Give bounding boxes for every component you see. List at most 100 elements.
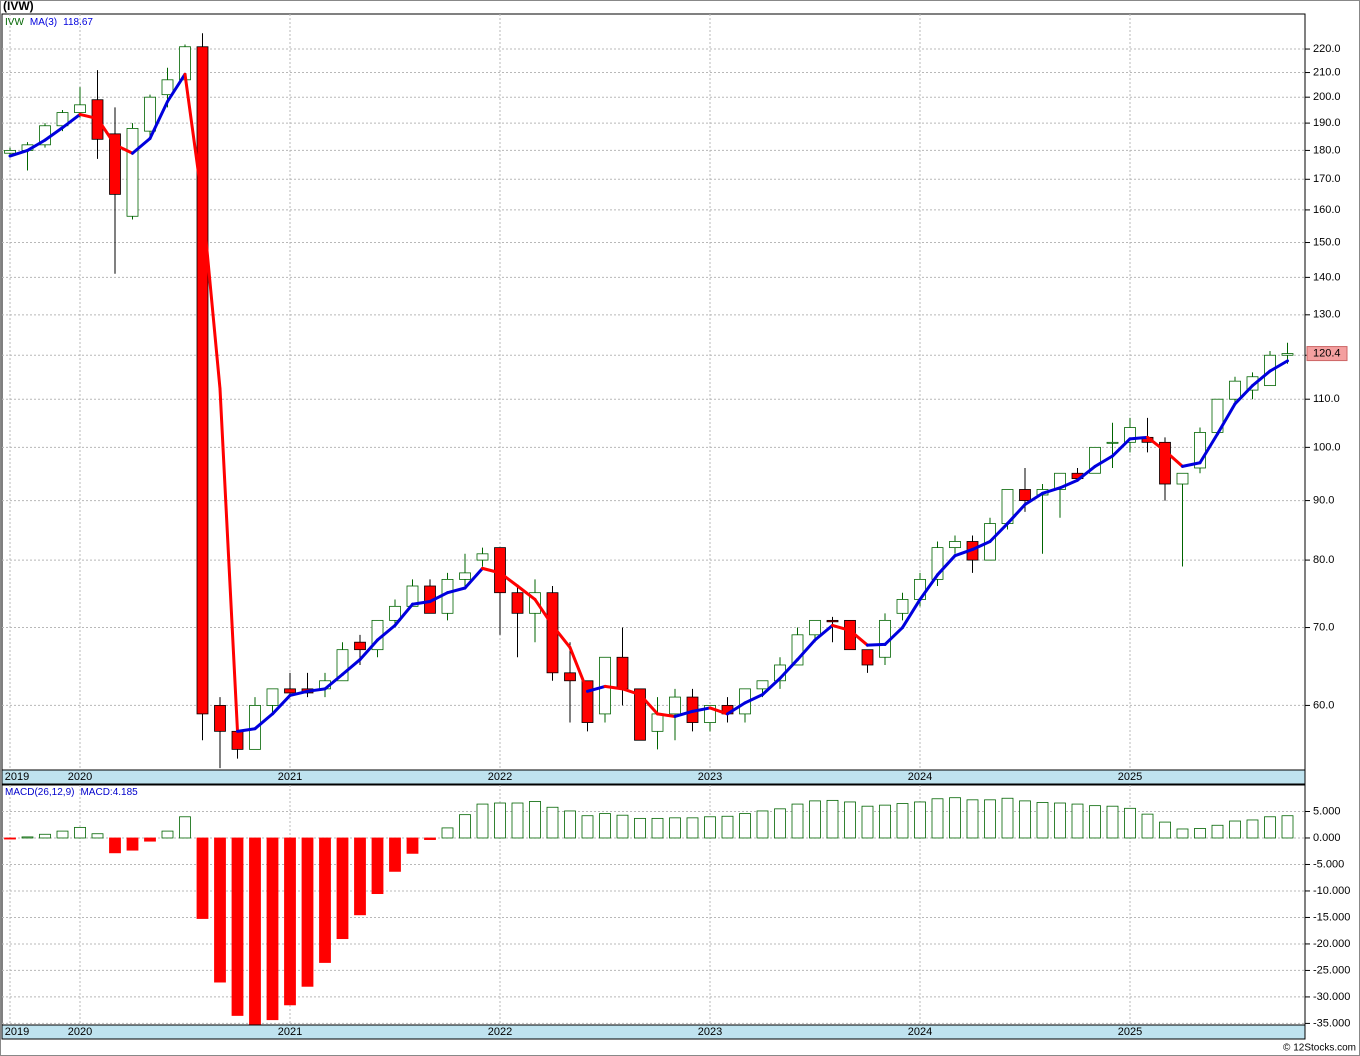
ma-line — [288, 689, 309, 697]
candle-body — [1089, 446, 1101, 474]
candle-body — [546, 592, 559, 674]
x-tick-label: 2025 — [1118, 1026, 1142, 1038]
macd-bar — [459, 814, 471, 839]
macd-bar — [441, 827, 454, 839]
macd-bar — [494, 802, 506, 839]
ma-line — [516, 584, 537, 601]
macd-bar — [861, 805, 874, 839]
macd-bar — [319, 837, 331, 963]
ma-line — [656, 712, 677, 718]
ma-line — [848, 628, 869, 647]
y-tick-label: -30.000 — [1313, 991, 1350, 1003]
y-tick-label: 160.0 — [1313, 204, 1341, 216]
candle-body — [354, 641, 366, 651]
ma-line — [463, 566, 484, 590]
ma-line — [691, 706, 712, 713]
ma-line — [183, 72, 204, 205]
ma-line — [621, 687, 642, 697]
macd-bar — [4, 837, 16, 840]
macd-bar — [564, 810, 576, 839]
macd-bar — [266, 837, 279, 1021]
candle-body — [1124, 427, 1136, 443]
y-tick-label: 220.0 — [1313, 43, 1341, 55]
candle-body — [1229, 380, 1241, 400]
macd-bar — [476, 803, 489, 839]
ma-line — [1216, 402, 1237, 436]
macd-bar — [739, 813, 751, 839]
candle-body — [826, 619, 839, 623]
ma-line — [1128, 435, 1149, 441]
ma-line — [78, 112, 99, 121]
macd-bar — [669, 817, 681, 839]
ma-line — [901, 597, 922, 630]
candle-body — [1246, 376, 1259, 391]
x-tick-label: 2024 — [908, 1026, 932, 1038]
macd-bar — [704, 816, 716, 839]
candle-body — [284, 688, 296, 694]
y-tick-label: 0.000 — [1313, 832, 1341, 844]
macd-bar — [1036, 802, 1049, 839]
ma-line — [936, 554, 957, 577]
candle-body — [511, 592, 524, 614]
macd-bar — [231, 837, 244, 1016]
candle-body — [809, 619, 821, 636]
legend-item: MA(3) — [30, 17, 57, 28]
macd-bar — [949, 797, 961, 839]
ma-line — [1181, 461, 1202, 468]
candle-body — [616, 656, 629, 690]
ma-line — [761, 676, 782, 697]
candle-body — [231, 730, 244, 750]
macd-bar — [21, 836, 34, 839]
ma-line — [708, 706, 729, 716]
ma-line — [481, 566, 502, 575]
candle-body — [704, 705, 716, 723]
macd-bar — [1176, 828, 1189, 839]
macd-bar — [424, 837, 436, 840]
macd-bar — [931, 798, 944, 839]
y-tick-label: 80.0 — [1313, 554, 1334, 566]
macd-bar — [879, 804, 891, 839]
candle-body — [1159, 441, 1171, 485]
y-tick-label: 190.0 — [1313, 117, 1341, 129]
legend-item: MACD(26,12,9) — [5, 787, 74, 798]
macd-bar — [1229, 820, 1241, 839]
ma-line — [1233, 384, 1254, 406]
x-tick-label: 2024 — [908, 771, 932, 783]
candle-body — [459, 572, 471, 580]
ma-line — [988, 522, 1009, 543]
legend-item: 4.185 — [113, 787, 138, 798]
legend-item: MACD: — [80, 787, 112, 798]
macd-bar — [39, 833, 51, 839]
ma-line — [148, 100, 169, 140]
y-tick-label: 170.0 — [1313, 173, 1341, 185]
ma-line — [306, 687, 327, 693]
y-tick-label: 110.0 — [1313, 393, 1340, 405]
macd-bar — [914, 801, 926, 839]
macd-bar — [56, 830, 69, 839]
candle-body — [756, 680, 769, 690]
candle-body — [949, 541, 961, 549]
macd-bar — [91, 833, 104, 839]
x-tick-label: 2025 — [1118, 771, 1142, 783]
macd-bar — [1264, 816, 1276, 839]
macd-bar — [336, 837, 349, 940]
macd-bar — [774, 808, 786, 839]
ma-line — [96, 117, 117, 147]
macd-bar — [301, 837, 314, 987]
y-tick-label: 180.0 — [1313, 144, 1341, 156]
y-tick-label: 90.0 — [1313, 494, 1334, 506]
macd-bar — [126, 837, 139, 851]
x-tick-label: 2020 — [68, 771, 92, 783]
ma-line — [446, 586, 467, 595]
x-tick-label: 2022 — [488, 1026, 512, 1038]
ma-line — [43, 126, 64, 142]
candle-body — [441, 578, 454, 614]
x-tick-label: 2023 — [698, 1026, 722, 1038]
ma-line — [8, 148, 29, 158]
y-tick-label: 100.0 — [1313, 441, 1341, 453]
macd-bar — [721, 815, 734, 839]
candle-body — [161, 79, 174, 96]
ma-line — [743, 693, 764, 705]
